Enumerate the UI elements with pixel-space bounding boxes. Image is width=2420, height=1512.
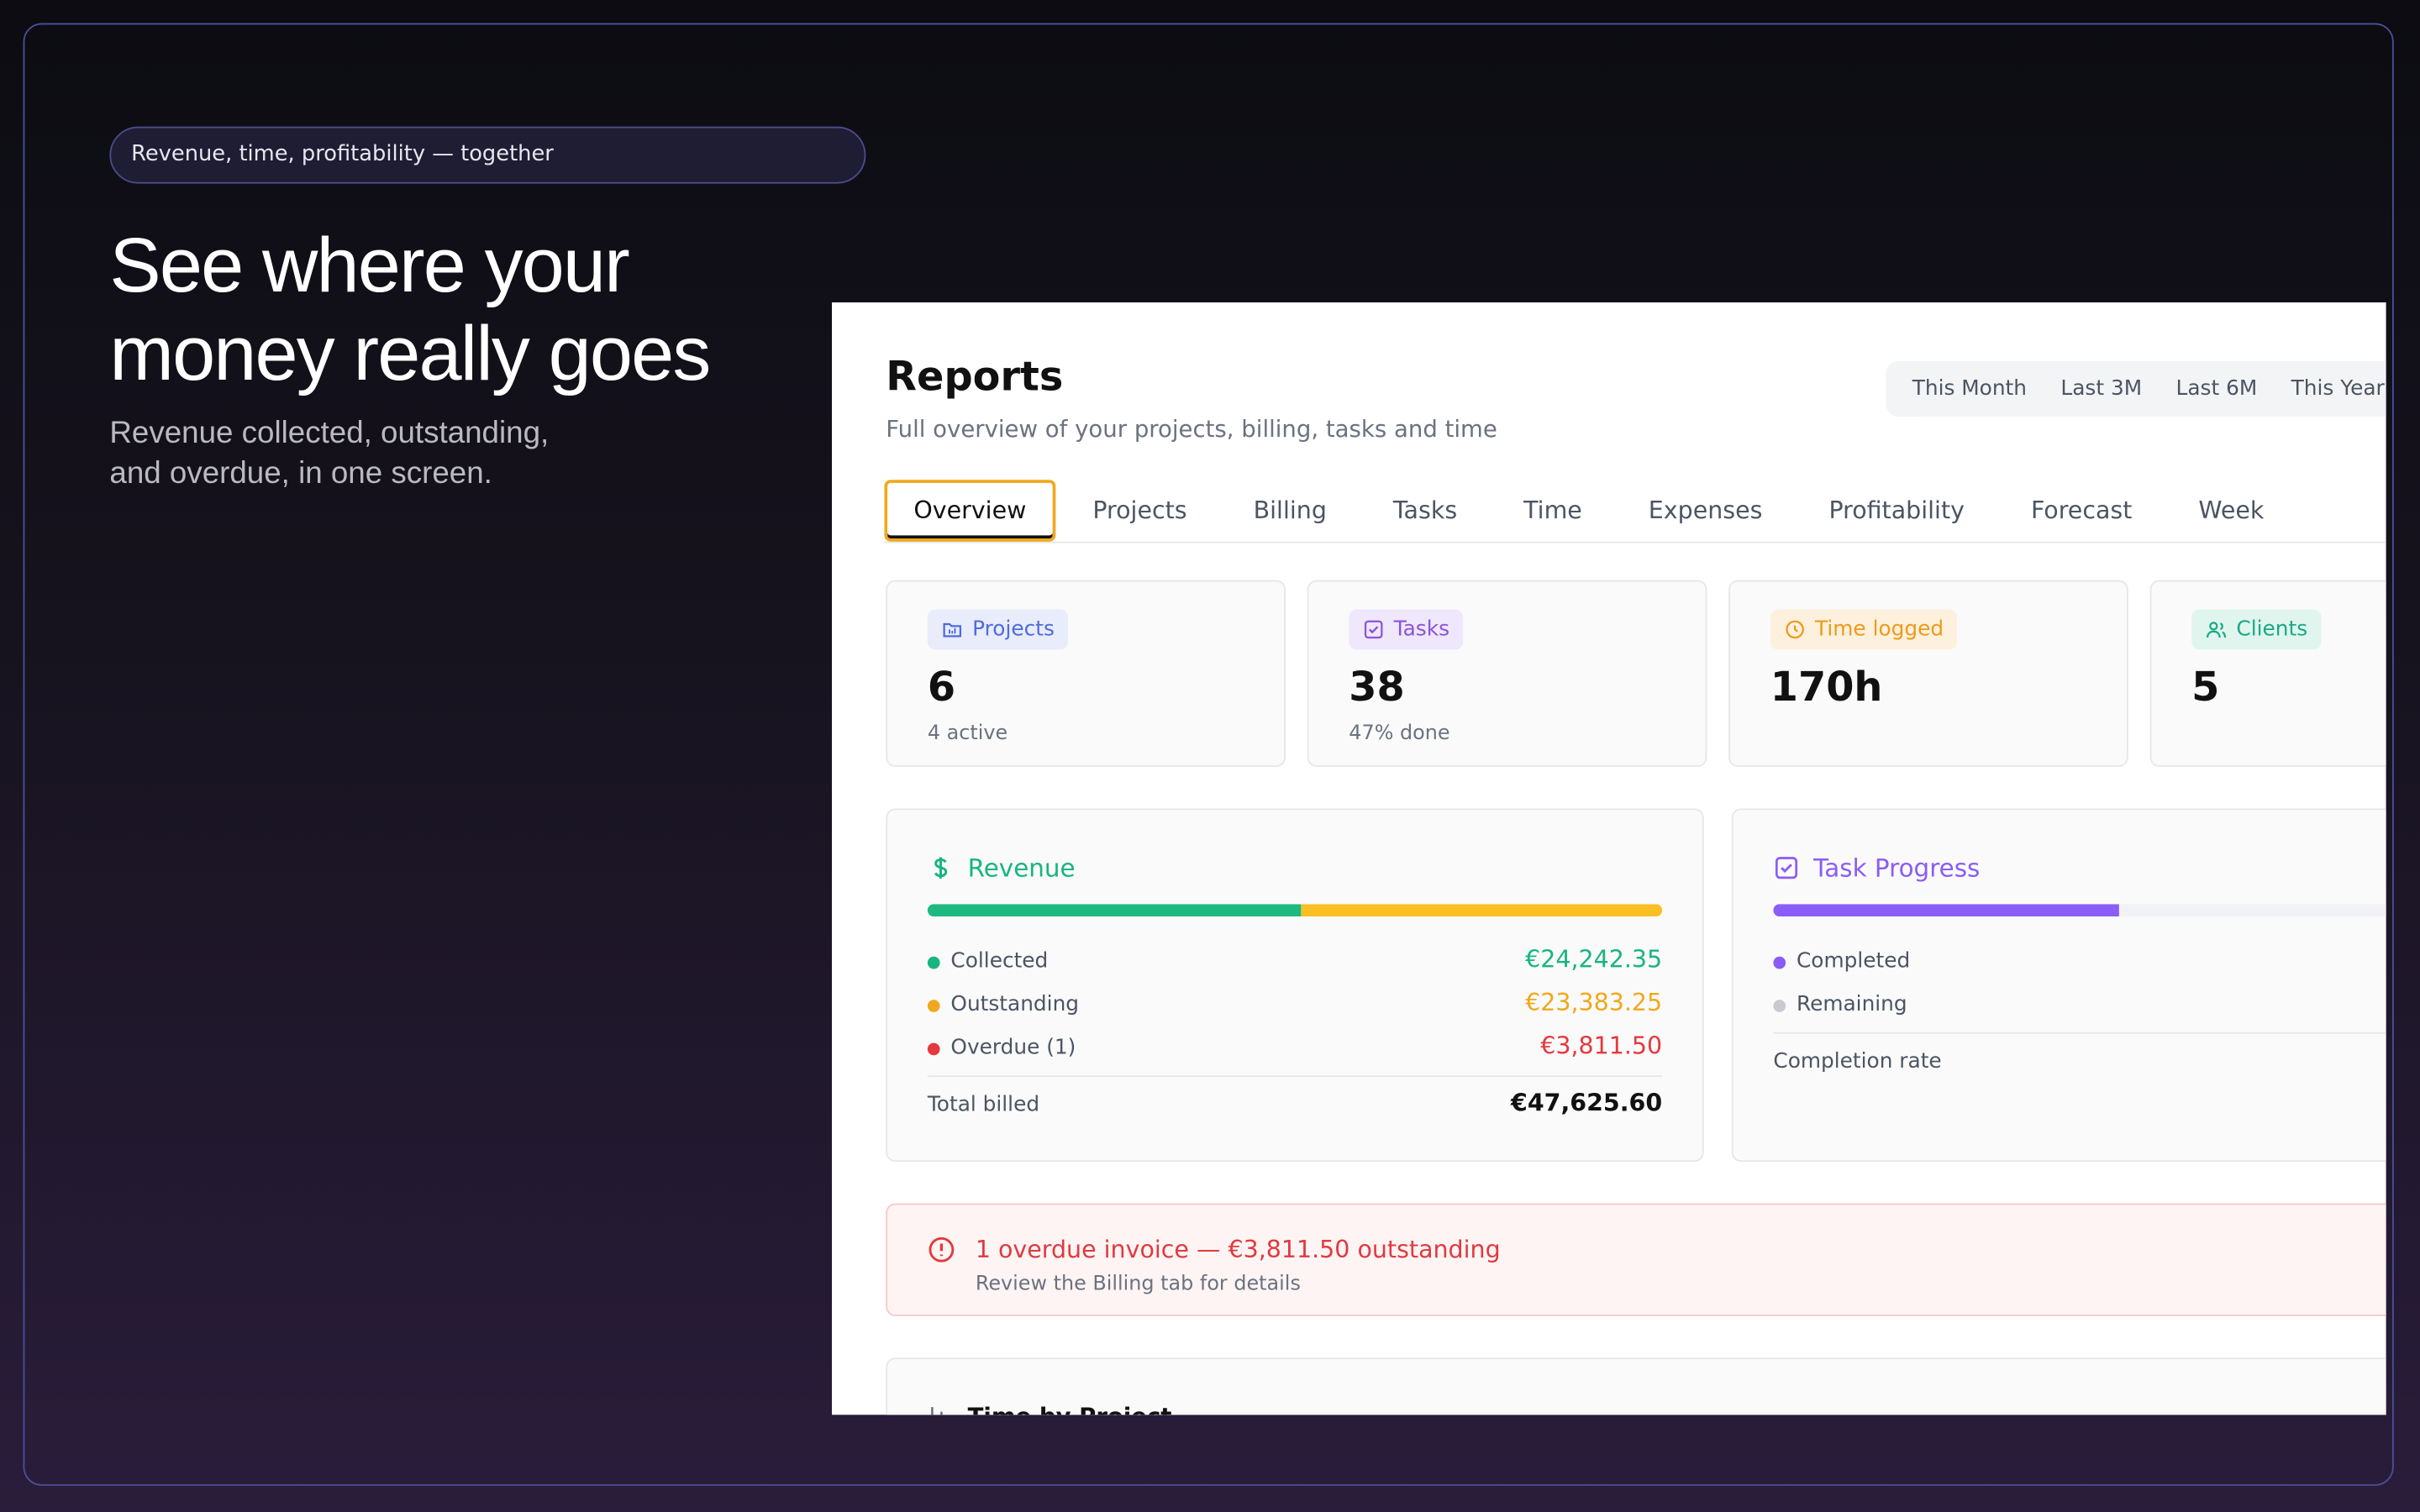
range-button[interactable]: This Month: [1912, 376, 2028, 402]
separator: [927, 1075, 1663, 1078]
tab[interactable]: Time: [1523, 496, 1582, 525]
legend-dot: [1773, 956, 1786, 969]
total-label: Total billed: [927, 1092, 1040, 1117]
amount: €3,811.50: [1540, 1032, 1663, 1060]
legend-dot: [927, 1000, 940, 1012]
alert: 1 overdue invoice — €3,811.50 outstandin…: [886, 1203, 2386, 1316]
time-by-project-card: Time by Project: [886, 1357, 2386, 1415]
legend-dot: [1773, 1000, 1786, 1012]
alert-detail: Review the Billing tab for details: [975, 1273, 1301, 1296]
footer-label: Completion rate: [1773, 1048, 1942, 1074]
subtitle-line: Revenue collected, outstanding,: [109, 416, 550, 451]
task-progress-card: Task Progress Completed Remaining Completio…: [1731, 808, 2386, 1163]
legend-dot: [927, 956, 940, 969]
headline-line: See where your: [109, 222, 629, 309]
separator: [1773, 1032, 2386, 1034]
bar-collected: [927, 904, 1302, 917]
card-title: Time by Project: [928, 1403, 1172, 1415]
icon: [2206, 622, 2227, 638]
stat-value: 38: [1349, 664, 1405, 711]
icon: [1786, 620, 1804, 639]
tab[interactable]: Expenses: [1648, 496, 1763, 525]
icon: [1775, 857, 1798, 879]
icon: [929, 1236, 955, 1263]
tab[interactable]: Overview: [884, 480, 1056, 542]
legend-row: Completed: [1773, 949, 1910, 974]
tab-bar: Overview Projects Billing Tasks Time Expenses…: [884, 480, 2386, 543]
legend-label: Collected: [950, 948, 1049, 974]
icon: [1364, 620, 1383, 639]
legend-label: Overdue (1): [950, 1035, 1076, 1060]
amount: €24,242.35: [1525, 945, 1663, 974]
stat-chip: Projects: [927, 609, 1069, 650]
legend-label: Remaining: [1796, 992, 1907, 1017]
stat-value: 170h: [1770, 664, 1883, 711]
card-title: Revenue: [928, 853, 1076, 883]
stat-label: Clients: [2236, 617, 2308, 643]
stat-value: 6: [927, 664, 956, 711]
subtitle-line: and overdue, in one screen.: [109, 456, 492, 491]
alert-title: 1 overdue invoice — €3,811.50 outstandin…: [975, 1236, 1501, 1264]
card-title: Task Progress: [1773, 853, 1980, 883]
range-button[interactable]: Last 3M: [2060, 376, 2143, 402]
legend-row: Collected: [927, 948, 1049, 974]
icon: [934, 857, 948, 879]
headline-line: money really goes: [109, 310, 711, 397]
task-bar-done: [1773, 904, 2119, 917]
tab[interactable]: Week: [2198, 496, 2265, 525]
card-title-text: Time by Project: [968, 1403, 1172, 1415]
page-subtitle: Full overview of your projects, billing,…: [886, 415, 1497, 444]
stat-chip: Clients: [2191, 609, 2322, 650]
tab[interactable]: Billing: [1253, 496, 1327, 525]
legend-dot: [927, 1042, 940, 1056]
legend-row: Overdue (1): [927, 1035, 1076, 1060]
stat-label: Projects: [972, 617, 1055, 643]
frame: [23, 23, 2394, 1486]
task-bar: [1773, 904, 2386, 917]
stat-chip: Tasks: [1349, 609, 1464, 650]
stat-note: 4 active: [927, 722, 1008, 746]
stat-card: Clients 5: [2149, 580, 2386, 767]
tab[interactable]: Tasks: [1392, 496, 1458, 525]
icon: [931, 1407, 943, 1415]
stat-label: Time logged: [1815, 617, 1944, 643]
card-title-text: Revenue: [967, 853, 1076, 883]
legend-label: Completed: [1796, 948, 1911, 974]
stat-card: Tasks 38 47% done: [1307, 580, 1707, 767]
revenue-bar: [927, 904, 1663, 917]
range-button[interactable]: This Year: [2291, 376, 2385, 402]
badge: Revenue, time, profitability — together: [109, 126, 866, 184]
tab[interactable]: Profitability: [1828, 496, 1965, 525]
stat-card: Projects 6 4 active: [886, 580, 1286, 767]
tab[interactable]: Projects: [1092, 496, 1187, 525]
stat-value: 5: [2191, 664, 2220, 711]
tab[interactable]: Forecast: [2030, 496, 2133, 525]
revenue-card: Revenue Collected €24,242.35 Outstanding €23…: [886, 808, 1704, 1163]
stat-note: 47% done: [1349, 722, 1450, 746]
card-title-text: Task Progress: [1813, 853, 1981, 883]
stat-chip: Time logged: [1770, 609, 1958, 650]
stat-card: Time logged 170h: [1728, 580, 2128, 767]
range-switcher: This Month Last 3M Last 6M This Year: [1886, 360, 2386, 417]
page-title: Reports: [886, 354, 1064, 402]
headline: See where your money really goes: [109, 222, 711, 397]
alert-icon: [928, 1236, 955, 1269]
hero-subtitle: Revenue collected, outstanding, and over…: [109, 413, 549, 494]
icon: [943, 622, 962, 638]
legend-label: Outstanding: [950, 992, 1080, 1017]
range-button[interactable]: Last 6M: [2175, 376, 2258, 402]
app-panel: Reports Full overview of your projects, …: [832, 302, 2386, 1415]
stat-label: Tasks: [1393, 617, 1450, 643]
legend-row: Remaining: [1773, 992, 1907, 1016]
bar-outstanding: [1301, 904, 1663, 917]
total-amount: €47,625.60: [1511, 1089, 1663, 1117]
legend-row: Outstanding: [927, 992, 1080, 1017]
amount: €23,383.25: [1525, 989, 1663, 1017]
